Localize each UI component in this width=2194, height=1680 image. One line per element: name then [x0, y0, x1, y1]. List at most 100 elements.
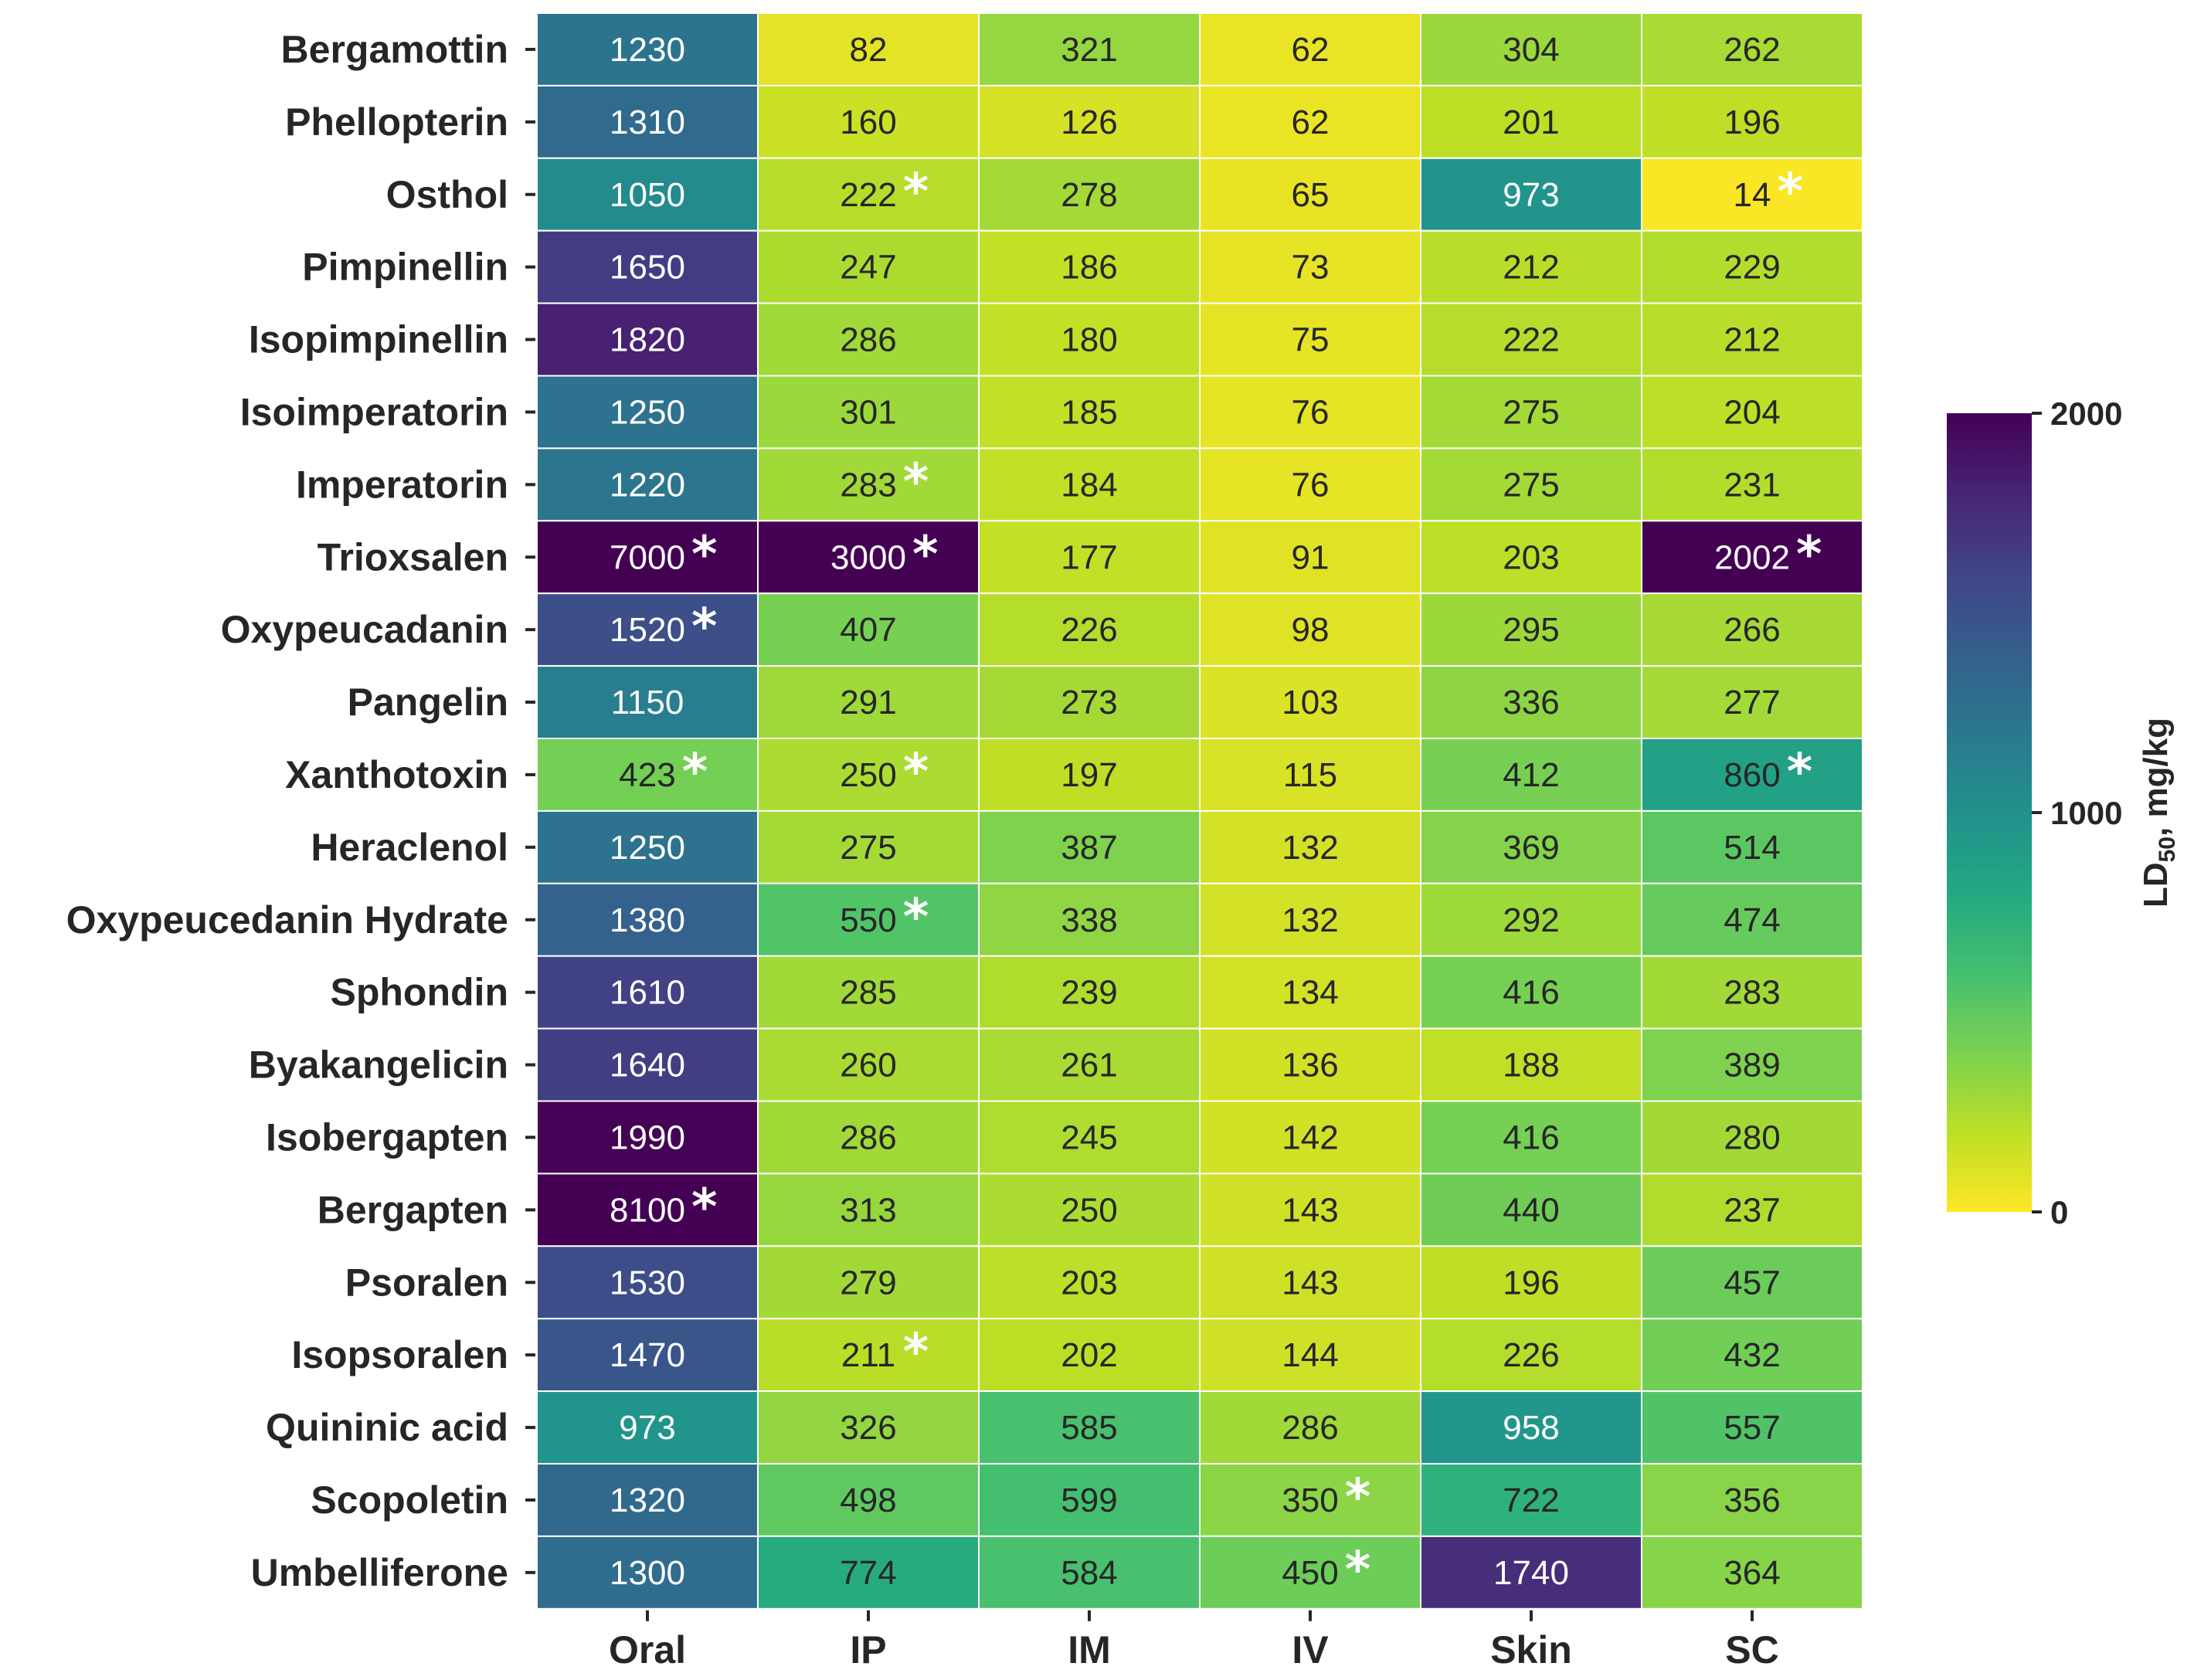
heatmap-cell: 62	[1199, 12, 1421, 87]
significance-star: *	[903, 164, 929, 221]
heatmap-cell-heraclenol-im	[978, 809, 1201, 884]
heatmap-cell: 136	[1199, 1027, 1421, 1102]
heatmap-cell: 211 *	[757, 1318, 980, 1393]
cell-value: 387	[1061, 829, 1117, 867]
heatmap-cell: 82	[757, 12, 980, 87]
cell-value: 958	[1503, 1409, 1559, 1447]
row-label: Trioxsalen	[318, 535, 508, 579]
heatmap-cell: 73	[1199, 229, 1421, 304]
heatmap-cell-isopimpinellin-im	[978, 302, 1201, 377]
heatmap-cell-bergapten-oral	[536, 1173, 759, 1247]
cell-value: 292	[1503, 901, 1559, 939]
colorbar-ticks: 0 1000 2000	[2032, 395, 2122, 1230]
row-label: Isopimpinellin	[249, 318, 508, 361]
colorbar-title: LD50, mg/kg	[2137, 718, 2180, 908]
cell-value: 350	[1282, 1481, 1338, 1519]
heatmap-cell: 14 *	[1641, 157, 1863, 232]
heatmap-cell-trioxsalen-im	[978, 520, 1201, 595]
heatmap-cell: 115	[1199, 738, 1421, 812]
heatmap-cell-imperatorin-sc	[1641, 447, 1863, 522]
cell-value: 144	[1282, 1336, 1338, 1374]
cell-value: 304	[1503, 31, 1559, 69]
column-label: IP	[850, 1628, 886, 1672]
heatmap-cell: 262	[1641, 12, 1863, 87]
heatmap-cell-isobergapten-ip	[757, 1100, 980, 1175]
heatmap-cell-sphondin-oral	[536, 955, 759, 1030]
cell-value: 275	[1503, 466, 1559, 504]
heatmap-cell: 356	[1641, 1463, 1863, 1537]
heatmap-cell: 301	[757, 375, 980, 450]
cell-value: 250	[840, 756, 896, 794]
heatmap-cell: 177	[978, 520, 1201, 595]
cell-value: 557	[1724, 1409, 1780, 1447]
heatmap-cell: 132	[1199, 809, 1421, 884]
heatmap-cell-isopimpinellin-oral	[536, 302, 759, 377]
heatmap-cell-scopoletin-ip	[757, 1463, 980, 1537]
cell-value: 1300	[610, 1554, 685, 1592]
significance-star: *	[912, 526, 938, 583]
cell-value: 266	[1724, 611, 1780, 649]
heatmap-cell: 774	[757, 1535, 980, 1610]
cell-value: 1250	[610, 829, 685, 867]
colorbar-tick-label: 0	[2050, 1194, 2068, 1230]
heatmap-cell-bergamottin-oral	[536, 12, 759, 87]
heatmap-cell: 291	[757, 665, 980, 739]
heatmap-cell-xanthotoxin-iv	[1199, 738, 1421, 812]
heatmap-cell: 389	[1641, 1027, 1863, 1102]
cell-value: 196	[1724, 104, 1780, 141]
heatmap-cell: 201	[1420, 84, 1642, 159]
heatmap-cell: 226	[978, 592, 1201, 667]
cell-value: 286	[1282, 1409, 1338, 1447]
heatmap-cell: 407	[757, 592, 980, 667]
heatmap-cell-bergapten-iv	[1199, 1173, 1421, 1247]
column-label: IV	[1292, 1628, 1329, 1672]
heatmap-cell-umbelliferone-sc	[1641, 1535, 1863, 1610]
heatmap-cell: 202	[978, 1318, 1201, 1393]
heatmap-cell: 196	[1420, 1245, 1642, 1320]
heatmap-cell-psoralen-oral	[536, 1245, 759, 1320]
heatmap-cell-bergamottin-sc	[1641, 12, 1863, 87]
heatmap-cell-heraclenol-iv	[1199, 809, 1421, 884]
cell-value: 474	[1724, 901, 1780, 939]
row-label: Quininic acid	[266, 1406, 508, 1449]
cell-value: 196	[1503, 1264, 1559, 1302]
row-label: Byakangelicin	[249, 1044, 508, 1087]
cell-value: 1310	[610, 104, 685, 141]
row-label: Phellopterin	[285, 100, 508, 144]
heatmap-cell-heraclenol-sc	[1641, 809, 1863, 884]
heatmap-cell: 266	[1641, 592, 1863, 667]
cell-value: 132	[1282, 829, 1338, 867]
heatmap-cell: 62	[1199, 84, 1421, 159]
significance-star: *	[682, 744, 708, 801]
heatmap-cell-isobergapten-oral	[536, 1100, 759, 1175]
cell-value: 1320	[610, 1481, 685, 1519]
heatmap-cell-isopimpinellin-sc	[1641, 302, 1863, 377]
cell-value: 277	[1724, 684, 1780, 721]
heatmap-cell-isopsoralen-ip	[757, 1318, 980, 1393]
cell-value: 250	[1061, 1191, 1117, 1229]
heatmap-cell-psoralen-ip	[757, 1245, 980, 1320]
colorbar-tick-label: 1000	[2050, 795, 2122, 831]
heatmap-cell: 1150	[536, 665, 759, 739]
heatmap-cell-sphondin-iv	[1199, 955, 1421, 1030]
heatmap-cell: 143	[1199, 1245, 1421, 1320]
row-label: Scopoletin	[311, 1478, 508, 1522]
heatmap-cell: 1220	[536, 447, 759, 522]
heatmap-cell-byakangelicin-iv	[1199, 1027, 1421, 1102]
heatmap-cell-isoimperatorin-sc	[1641, 375, 1863, 450]
heatmap-cell-isobergapten-skin	[1420, 1100, 1642, 1175]
colorbar-gradient	[1947, 413, 2032, 1212]
cell-value: 450	[1282, 1554, 1338, 1592]
cell-value: 416	[1503, 1118, 1559, 1156]
heatmap-cell-isoimperatorin-skin	[1420, 375, 1642, 450]
heatmap-cell-sphondin-skin	[1420, 955, 1642, 1030]
significance-star: *	[691, 1179, 717, 1236]
row-label: Heraclenol	[311, 826, 508, 869]
heatmap-cell: 1470	[536, 1318, 759, 1393]
heatmap-cell: 239	[978, 955, 1201, 1030]
heatmap-cell-scopoletin-im	[978, 1463, 1201, 1537]
row-label: Isopsoralen	[291, 1333, 508, 1376]
cell-value: 326	[840, 1409, 896, 1447]
heatmap-cell: 245	[978, 1100, 1201, 1175]
cell-value: 286	[840, 321, 896, 359]
